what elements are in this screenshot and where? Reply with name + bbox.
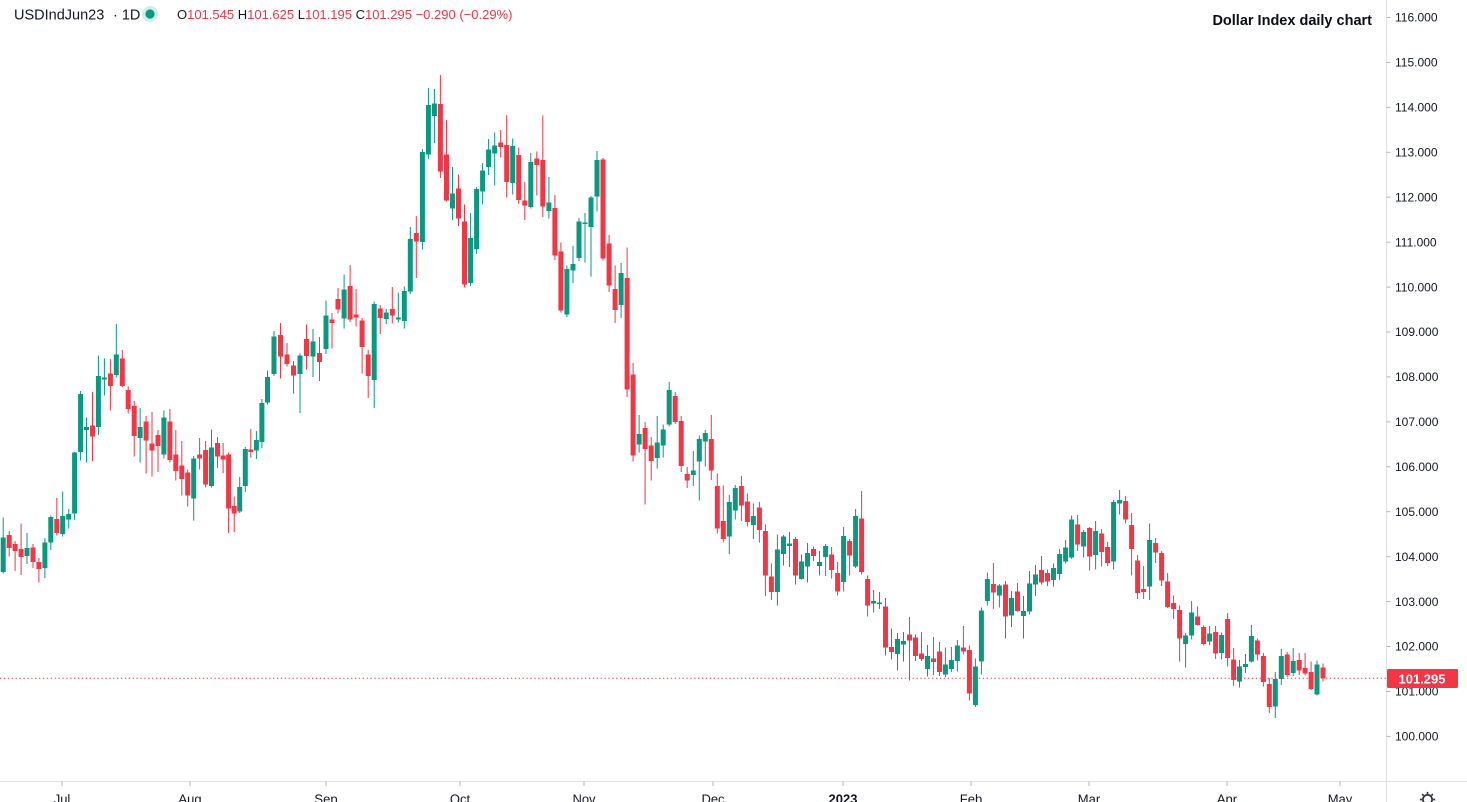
svg-text:2023: 2023	[829, 792, 858, 802]
svg-text:Mar: Mar	[1078, 792, 1101, 802]
svg-text:106.000: 106.000	[1395, 460, 1439, 474]
svg-text:101.295: 101.295	[1399, 672, 1446, 687]
svg-text:103.000: 103.000	[1395, 595, 1439, 609]
svg-text:105.000: 105.000	[1395, 505, 1439, 519]
svg-text:Feb: Feb	[960, 792, 982, 802]
svg-text:113.000: 113.000	[1395, 146, 1438, 160]
svg-text:· 1D: · 1D	[113, 8, 140, 24]
svg-text:Dollar Index daily chart: Dollar Index daily chart	[1212, 13, 1372, 29]
svg-text:104.000: 104.000	[1395, 550, 1439, 564]
svg-text:USDIndJun23: USDIndJun23	[14, 8, 104, 24]
svg-text:Jul: Jul	[54, 792, 71, 802]
svg-text:Nov: Nov	[572, 792, 596, 802]
svg-text:101.000: 101.000	[1395, 685, 1439, 699]
svg-text:108.000: 108.000	[1395, 370, 1439, 384]
svg-text:100.000: 100.000	[1395, 730, 1439, 744]
svg-text:111.000: 111.000	[1395, 235, 1437, 249]
svg-text:109.000: 109.000	[1395, 325, 1439, 339]
svg-text:Sep: Sep	[314, 792, 337, 802]
svg-text:107.000: 107.000	[1395, 415, 1439, 429]
svg-text:114.000: 114.000	[1395, 101, 1438, 115]
svg-text:O101.545 H101.625 L101.195: O101.545 H101.625 L101.195 C101.295 −0.2…	[177, 7, 512, 22]
svg-text:Apr: Apr	[1217, 792, 1238, 802]
svg-text:112.000: 112.000	[1395, 190, 1438, 204]
svg-text:Aug: Aug	[178, 792, 201, 802]
svg-text:Oct: Oct	[450, 792, 471, 802]
svg-text:102.000: 102.000	[1395, 640, 1439, 654]
svg-text:115.000: 115.000	[1395, 56, 1438, 70]
svg-text:May: May	[1328, 792, 1353, 802]
svg-text:Dec: Dec	[701, 792, 725, 802]
svg-text:110.000: 110.000	[1395, 280, 1438, 294]
svg-text:116.000: 116.000	[1395, 11, 1438, 25]
